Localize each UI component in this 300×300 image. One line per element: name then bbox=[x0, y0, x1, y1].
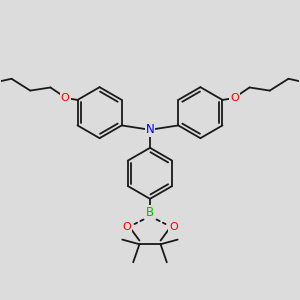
Text: O: O bbox=[169, 222, 178, 232]
Text: O: O bbox=[122, 222, 131, 232]
Text: N: N bbox=[146, 123, 154, 136]
Text: O: O bbox=[230, 93, 239, 103]
Text: B: B bbox=[146, 206, 154, 219]
Text: O: O bbox=[61, 93, 70, 103]
